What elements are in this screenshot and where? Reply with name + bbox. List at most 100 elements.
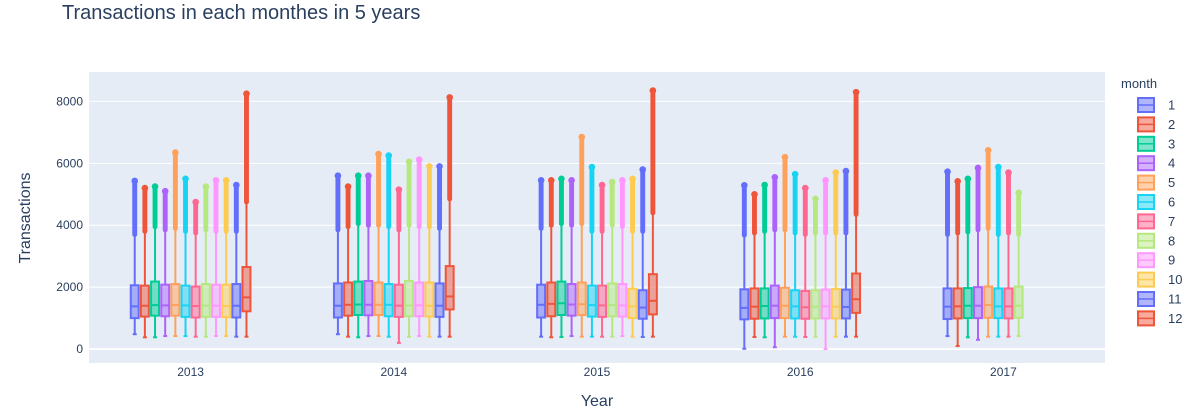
y-tick-label: 8000 — [56, 94, 83, 108]
y-tick-label: 4000 — [56, 218, 83, 232]
box-2017-month-3 — [962, 175, 973, 339]
outlier-max-point — [791, 170, 799, 178]
outlier-max-point — [761, 181, 768, 189]
box-2016-month-7 — [800, 184, 811, 338]
legend-item-month-10: 10 — [1137, 271, 1182, 288]
box-iqr — [546, 281, 557, 318]
outlier-max-point — [781, 153, 789, 161]
box-2017-month-7 — [1003, 169, 1014, 338]
legend-label: 6 — [1168, 195, 1175, 210]
gridlines — [89, 100, 1105, 351]
outlier-max-point — [751, 190, 758, 198]
box-iqr — [962, 287, 973, 320]
box-2013-month-5 — [170, 149, 181, 338]
box-2014-month-1 — [332, 172, 343, 336]
box-2016-month-3 — [759, 181, 770, 339]
y-axis-ticks: 0 2000 4000 6000 8000 — [56, 94, 83, 356]
box-iqr — [627, 287, 638, 320]
box-2017-month-2 — [952, 177, 963, 347]
box-2016-month-9 — [820, 177, 831, 351]
legend-label: 7 — [1168, 214, 1175, 229]
box-iqr — [1003, 287, 1014, 320]
box-iqr — [1013, 285, 1024, 319]
outlier-max-point — [131, 177, 139, 185]
legend-item-month-6: 6 — [1137, 194, 1175, 210]
legend-label: 2 — [1168, 117, 1175, 132]
box-iqr — [993, 287, 1004, 320]
box-series-month-1 — [129, 168, 953, 350]
box-iqr — [343, 281, 354, 317]
box-2017-month-5 — [983, 147, 994, 338]
box-iqr — [830, 288, 841, 320]
outlier-max-point — [385, 152, 393, 159]
box-2014-month-3 — [353, 172, 364, 339]
legend-item-month-11: 11 — [1137, 291, 1182, 307]
outlier-max-point — [741, 182, 748, 189]
outlier-max-point — [801, 184, 809, 192]
outlier-max-point — [182, 175, 189, 183]
x-axis-ticks: 2013 2014 2015 2016 2017 — [177, 365, 1017, 379]
outlier-max-point — [558, 175, 565, 183]
outlier-max-point — [649, 87, 657, 94]
box-2013-month-1 — [129, 177, 140, 336]
box-2015-month-10 — [627, 175, 638, 338]
box-series-month-9 — [211, 156, 831, 351]
outlier-max-point — [944, 168, 951, 175]
legend-item-month-3: 3 — [1137, 135, 1175, 152]
outlier-max-point — [365, 172, 372, 180]
box-2017-month-1 — [942, 168, 953, 338]
outlier-max-point — [578, 133, 586, 141]
box-2014-month-10 — [424, 163, 435, 338]
legend-label: 5 — [1168, 175, 1175, 190]
box-2013-month-3 — [150, 183, 161, 339]
box-2016-month-10 — [830, 169, 841, 338]
box-iqr — [434, 282, 445, 318]
box-iqr — [231, 283, 242, 319]
box-series-month-4 — [160, 164, 983, 349]
box-iqr — [566, 283, 577, 317]
box-iqr — [790, 289, 801, 320]
box-2014-month-4 — [363, 172, 374, 338]
box-iqr — [139, 284, 150, 318]
box-2016-month-2 — [749, 190, 760, 338]
legend-item-month-5: 5 — [1137, 174, 1175, 191]
plot-area — [89, 72, 1105, 363]
box-2015-month-4 — [566, 177, 577, 338]
box-2014-month-2 — [343, 183, 354, 338]
box-iqr — [536, 283, 547, 319]
box-2014-month-12 — [444, 94, 455, 338]
box-2013-month-6 — [180, 175, 191, 338]
box-series-month-7 — [190, 169, 1014, 344]
box-iqr — [759, 287, 770, 320]
y-axis-title: Transactions — [17, 173, 34, 264]
box-2015-month-11 — [637, 166, 648, 338]
outlier-max-point — [334, 172, 342, 180]
legend-label: 1 — [1168, 98, 1175, 113]
outlier-max-point — [344, 183, 352, 190]
box-iqr — [424, 281, 435, 318]
x-tick-label: 2015 — [584, 365, 611, 379]
outlier-max-point — [964, 175, 972, 183]
box-iqr — [221, 283, 232, 319]
box-series-month-8 — [200, 158, 1024, 338]
outlier-max-point — [172, 149, 179, 156]
box-iqr — [404, 279, 415, 318]
box-iqr — [211, 283, 221, 318]
box-2015-month-6 — [586, 163, 597, 338]
outlier-max-point — [243, 90, 250, 97]
box-2014-month-8 — [404, 158, 415, 338]
outlier-max-point — [619, 177, 626, 184]
legend-item-month-8: 8 — [1137, 232, 1175, 249]
box-iqr — [840, 288, 851, 320]
box-iqr — [393, 283, 404, 318]
box-2015-month-3 — [556, 175, 567, 338]
box-iqr — [353, 280, 364, 317]
outlier-max-point — [984, 147, 992, 154]
outlier-max-point — [446, 94, 453, 101]
box-2013-month-4 — [160, 187, 171, 338]
box-iqr — [556, 280, 567, 317]
outlier-max-point — [852, 88, 860, 96]
box-series-month-3 — [150, 172, 973, 339]
box-series-month-5 — [170, 133, 994, 338]
